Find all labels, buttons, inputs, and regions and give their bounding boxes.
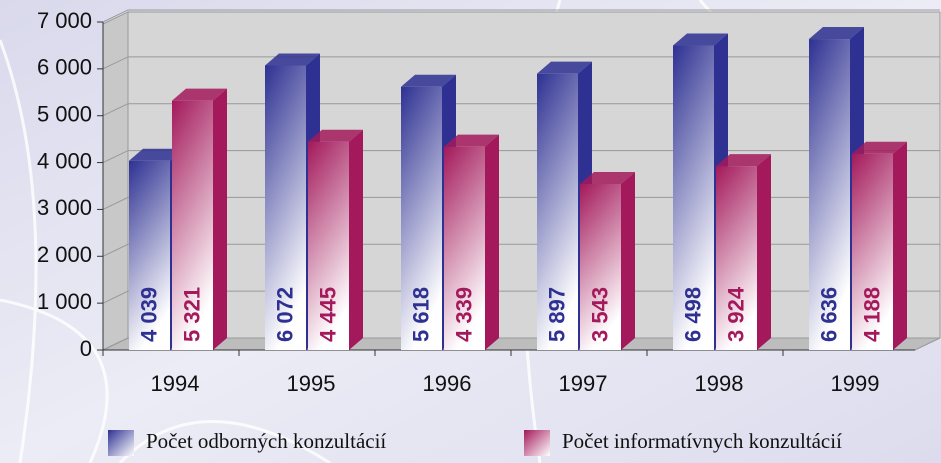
y-tick-label: 3 000 xyxy=(37,195,92,220)
legend-swatch xyxy=(108,430,134,456)
legend-label: Počet informatívnych konzultácií xyxy=(562,429,842,453)
bar xyxy=(716,166,757,350)
grid-line xyxy=(102,150,940,164)
grid-line xyxy=(102,103,940,117)
legend: Počet odborných konzultácií Počet informa… xyxy=(108,429,842,456)
y-tick-label: 1 000 xyxy=(37,289,92,314)
y-tick-label: 0 xyxy=(80,336,92,361)
bar-top xyxy=(172,88,227,101)
bar-top xyxy=(444,134,499,147)
value-label: 6 072 xyxy=(272,287,297,342)
bar-top xyxy=(809,27,864,40)
grid-line xyxy=(102,56,940,70)
x-tick-label: 1994 xyxy=(151,371,200,396)
y-tick-label: 6 000 xyxy=(37,55,92,80)
bar xyxy=(673,45,714,351)
grid-line xyxy=(102,9,940,23)
bar-side xyxy=(349,129,363,350)
bar xyxy=(308,141,349,350)
y-tick-label: 7 000 xyxy=(37,8,92,33)
legend-label: Počet odborných konzultácií xyxy=(146,429,386,453)
bar-side xyxy=(485,134,499,350)
bar-side xyxy=(621,171,635,350)
value-label: 4 188 xyxy=(859,287,884,342)
bar-top xyxy=(265,53,320,66)
x-tick-label: 1995 xyxy=(287,371,336,396)
x-tick-label: 1997 xyxy=(559,371,608,396)
bar xyxy=(580,183,621,350)
legend-swatch xyxy=(524,430,550,456)
bar-top xyxy=(580,171,635,184)
bar-top xyxy=(401,74,456,87)
bar-top xyxy=(308,129,363,142)
bar xyxy=(809,39,850,350)
grid-line xyxy=(102,243,940,257)
value-label: 5 897 xyxy=(544,287,569,342)
bar xyxy=(852,153,893,350)
bar xyxy=(265,65,306,350)
value-label: 6 636 xyxy=(816,287,841,342)
grid-line xyxy=(102,337,940,351)
bar-top xyxy=(129,148,184,161)
bar-side xyxy=(893,141,907,350)
x-tick-label: 1998 xyxy=(695,371,744,396)
y-tick-label: 2 000 xyxy=(37,242,92,267)
bar xyxy=(401,86,442,351)
value-label: 5 321 xyxy=(179,287,204,342)
bar-side xyxy=(757,154,771,350)
x-tick-label: 1996 xyxy=(423,371,472,396)
y-tick-label: 5 000 xyxy=(37,102,92,127)
bar-top xyxy=(852,141,907,154)
value-label: 6 498 xyxy=(680,287,705,342)
bar-top xyxy=(537,61,592,74)
y-tick-label: 4 000 xyxy=(37,148,92,173)
bar xyxy=(172,100,213,350)
x-tick-label: 1999 xyxy=(831,371,880,396)
value-label: 4 039 xyxy=(136,287,161,342)
value-label: 4 339 xyxy=(451,287,476,342)
bar-side xyxy=(213,88,227,350)
bar-top xyxy=(716,154,771,167)
value-label: 3 924 xyxy=(723,286,748,342)
bar xyxy=(444,146,485,350)
bar xyxy=(129,160,170,350)
value-label: 4 445 xyxy=(315,287,340,342)
value-label: 3 543 xyxy=(587,287,612,342)
bar-top xyxy=(673,33,728,46)
grid-line xyxy=(102,196,940,210)
bar xyxy=(537,73,578,351)
grid-line xyxy=(102,290,940,304)
value-label: 5 618 xyxy=(408,287,433,342)
